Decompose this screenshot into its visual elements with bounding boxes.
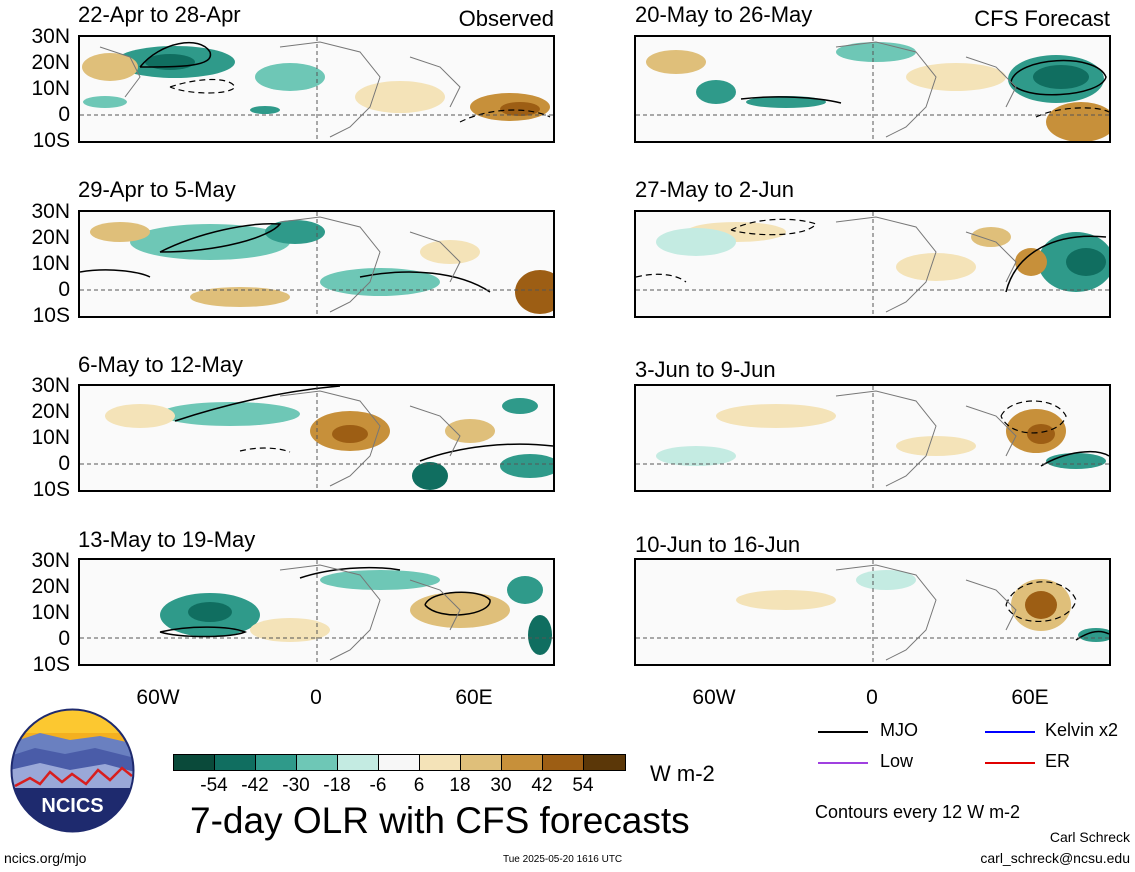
colorbar-label: -18 <box>323 775 351 796</box>
panel-title-right-1: 20-May to 26-May <box>635 2 813 27</box>
colorbar-label: 30 <box>490 775 512 796</box>
map-panel-left-3 <box>78 384 555 492</box>
panel-title-left-4: 13-May to 19-May <box>78 527 256 552</box>
svg-text:NCICS: NCICS <box>41 795 103 817</box>
map-panel-right-4 <box>634 558 1111 666</box>
colorbar-box-3 <box>255 754 297 771</box>
colorbar-label: -42 <box>241 775 269 796</box>
legend-label-low: Low <box>880 751 914 771</box>
colorbar-box-2 <box>214 754 256 771</box>
legend-line-kelvin <box>985 731 1035 733</box>
map-panel-right-2 <box>634 210 1111 318</box>
map-panel-left-2 <box>78 210 555 318</box>
colorbar-box-9 <box>501 754 543 771</box>
colorbar-label: -6 <box>369 775 387 796</box>
map-panel-left-1 <box>78 35 555 143</box>
colorbar-label: -54 <box>200 775 228 796</box>
panel-title-left-1: 22-Apr to 28-Apr <box>78 2 241 27</box>
panel-tag-observed: Observed <box>458 6 554 31</box>
colorbar-box-8 <box>460 754 502 771</box>
colorbar-label: 18 <box>449 775 471 796</box>
colorbar-label: -30 <box>282 775 310 796</box>
panel-title-left-3: 6-May to 12-May <box>78 352 244 377</box>
map-panel-left-4 <box>78 558 555 666</box>
panel-tag-forecast: CFS Forecast <box>974 6 1110 31</box>
legend-line-mjo <box>818 731 868 733</box>
footer-timestamp: Tue 2025-05-20 1616 UTC <box>503 854 623 865</box>
panel-title-right-3: 3-Jun to 9-Jun <box>635 357 776 382</box>
panel-title-right-2: 27-May to 2-Jun <box>635 177 794 202</box>
map-panel-right-3 <box>634 384 1111 492</box>
main-title: 7-day OLR with CFS forecasts <box>190 800 690 841</box>
panel-title-left-2: 29-Apr to 5-May <box>78 177 236 202</box>
colorbar-label: 54 <box>572 775 594 796</box>
colorbar-units: W m-2 <box>650 761 715 786</box>
footer-email: carl_schreck@ncsu.edu <box>980 850 1130 866</box>
legend-label-mjo: MJO <box>880 720 918 740</box>
ncics-logo: NCICS <box>10 708 135 833</box>
legend-label-kelvin: Kelvin x2 <box>1045 720 1119 740</box>
colorbar-box-1 <box>173 754 215 771</box>
colorbar-box-11 <box>583 754 626 771</box>
colorbar-label: 42 <box>531 775 553 796</box>
legend-label-er: ER <box>1045 751 1071 771</box>
colorbar-label: 6 <box>413 775 425 796</box>
footer-url: ncics.org/mjo <box>4 850 87 866</box>
contour-note: Contours every 12 W m-2 <box>815 802 1021 822</box>
colorbar-box-5 <box>337 754 379 771</box>
map-panel-right-1 <box>634 35 1111 143</box>
footer-author: Carl Schreck <box>1049 829 1130 845</box>
legend-line-low <box>818 762 868 764</box>
colorbar-box-10 <box>542 754 584 771</box>
colorbar-box-4 <box>296 754 338 771</box>
colorbar-box-6 <box>378 754 420 771</box>
panel-title-right-4: 10-Jun to 16-Jun <box>635 532 801 557</box>
colorbar-box-7 <box>419 754 461 771</box>
legend-line-er <box>985 762 1035 764</box>
